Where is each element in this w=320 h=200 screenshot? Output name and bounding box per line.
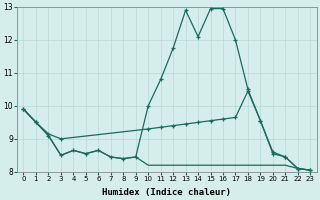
X-axis label: Humidex (Indice chaleur): Humidex (Indice chaleur) [102, 188, 231, 197]
